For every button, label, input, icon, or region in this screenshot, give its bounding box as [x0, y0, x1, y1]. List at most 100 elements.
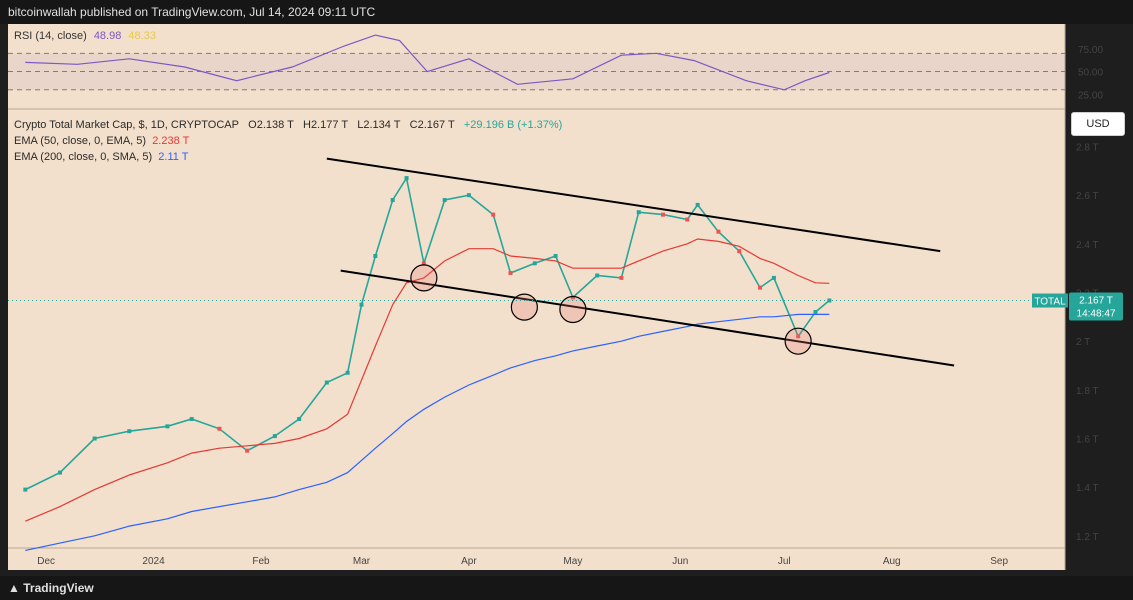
- ema50-label: EMA (50, close, 0, EMA, 5): [14, 135, 147, 147]
- total-line: [24, 175, 830, 491]
- support-touch-circle: [410, 264, 438, 292]
- support-touch-circle: [559, 295, 587, 324]
- price-point: [245, 448, 250, 453]
- price-point: [373, 254, 378, 258]
- price-point: [758, 285, 763, 290]
- price-point: [636, 210, 641, 215]
- price-point: [165, 424, 170, 429]
- rsi-line: [25, 34, 830, 91]
- price-point: [553, 254, 558, 258]
- price-point: [297, 417, 302, 422]
- price-point: [508, 271, 513, 276]
- time-tick-label: Apr: [461, 556, 477, 567]
- price-point: [595, 273, 600, 278]
- rsi-ma-value: 48.33: [128, 30, 156, 42]
- trendline-upper: [326, 157, 941, 253]
- price-tick-label: 1.8 T: [1076, 386, 1099, 397]
- price-tag-box: [1069, 292, 1123, 321]
- time-tick-label: May: [563, 556, 582, 567]
- publisher-text: bitcoinwallah published on TradingView.c…: [8, 5, 376, 19]
- ohlc-open: O2.138 T: [248, 119, 294, 131]
- tradingview-brand: TradingView: [23, 581, 94, 595]
- support-touch-circle: [510, 293, 538, 321]
- time-tick-label: Feb: [252, 556, 270, 567]
- price-point: [272, 434, 277, 439]
- rsi-legend: RSI (14, close) 48.98 48.33: [14, 30, 156, 42]
- price-point: [189, 417, 194, 422]
- price-point: [92, 436, 97, 441]
- ema200-label: EMA (200, close, 0, SMA, 5): [14, 151, 153, 163]
- total-tag-name: TOTAL: [1034, 297, 1066, 308]
- ohlc-high: H2.177 T: [303, 119, 349, 131]
- symbol-title: Crypto Total Market Cap, $, 1D, CRYPTOCA…: [14, 119, 239, 131]
- ema200-row: EMA (200, close, 0, SMA, 5) 2.11 T: [14, 149, 562, 165]
- rsi-tick-label: 50.00: [1078, 68, 1103, 79]
- support-touch-circle: [784, 327, 812, 355]
- price-point: [390, 198, 395, 203]
- time-tick-label: Mar: [353, 556, 371, 567]
- price-point: [771, 275, 776, 280]
- time-tick-label: Dec: [37, 556, 55, 567]
- rsi-value: 48.98: [93, 30, 122, 42]
- total-tag-box: [1032, 293, 1068, 308]
- currency-button[interactable]: USD: [1071, 112, 1125, 136]
- price-point: [359, 302, 364, 307]
- ohlc-close: C2.167 T: [409, 119, 455, 131]
- price-point: [827, 298, 832, 303]
- rsi-label: RSI (14, close): [14, 30, 87, 42]
- ema50-row: EMA (50, close, 0, EMA, 5) 2.238 T: [14, 133, 562, 149]
- price-point: [619, 275, 624, 280]
- ohlc-low: L2.134 T: [357, 119, 401, 131]
- price-point: [570, 295, 575, 300]
- price-point: [737, 249, 742, 254]
- bottom-bar: ▲ TradingView: [0, 576, 1133, 600]
- price-point: [716, 229, 721, 234]
- price-tick-label: 1.4 T: [1076, 483, 1099, 494]
- time-tick-label: Jul: [778, 556, 791, 567]
- price-tick-label: 2.4 T: [1076, 240, 1099, 251]
- price-point: [345, 370, 350, 375]
- main-legend: Crypto Total Market Cap, $, 1D, CRYPTOCA…: [14, 117, 562, 165]
- time-tick-label: 2024: [142, 556, 165, 567]
- price-point: [127, 429, 132, 434]
- price-point: [57, 470, 62, 475]
- ema200-value: 2.11 T: [158, 151, 189, 163]
- ema200-line: [25, 313, 830, 551]
- rsi-tick-label: 25.00: [1078, 90, 1103, 101]
- price-point: [466, 193, 471, 198]
- price-point: [796, 334, 801, 339]
- price-point: [324, 380, 329, 385]
- price-point: [532, 261, 537, 266]
- price-point: [217, 426, 222, 431]
- price-tick-label: 2.8 T: [1076, 143, 1099, 154]
- time-tick-label: Jun: [672, 556, 688, 567]
- time-tick-label: Aug: [883, 556, 901, 567]
- price-point: [685, 217, 690, 222]
- price-tag-timer: 14:48:47: [1077, 309, 1116, 320]
- price-point: [491, 212, 496, 217]
- top-bar: bitcoinwallah published on TradingView.c…: [0, 0, 1133, 24]
- price-point: [695, 202, 700, 207]
- price-point: [23, 487, 28, 492]
- price-tag-value: 2.167 T: [1079, 296, 1113, 307]
- ema50-line: [25, 238, 830, 522]
- symbol-row: Crypto Total Market Cap, $, 1D, CRYPTOCA…: [14, 117, 562, 133]
- tradingview-icon: ▲: [8, 581, 20, 595]
- ema50-value: 2.238 T: [152, 135, 190, 147]
- price-point: [442, 198, 447, 203]
- price-tick-label: 1.6 T: [1076, 435, 1099, 446]
- rsi-band: [8, 53, 1065, 90]
- trendline-lower: [340, 269, 955, 367]
- tradingview-logo[interactable]: ▲ TradingView: [8, 576, 94, 600]
- price-point: [813, 309, 818, 314]
- price-tick-label: 2 T: [1076, 337, 1090, 348]
- price-point: [421, 261, 426, 266]
- price-point: [404, 176, 409, 181]
- ohlc-change: +29.196 B (+1.37%): [463, 119, 563, 131]
- chart-panel[interactable]: [8, 24, 1065, 570]
- rsi-tick-label: 75.00: [1078, 45, 1103, 56]
- price-tick-label: 1.2 T: [1076, 532, 1099, 543]
- price-tick-label: 2.6 T: [1076, 191, 1099, 202]
- time-tick-label: Sep: [990, 556, 1008, 567]
